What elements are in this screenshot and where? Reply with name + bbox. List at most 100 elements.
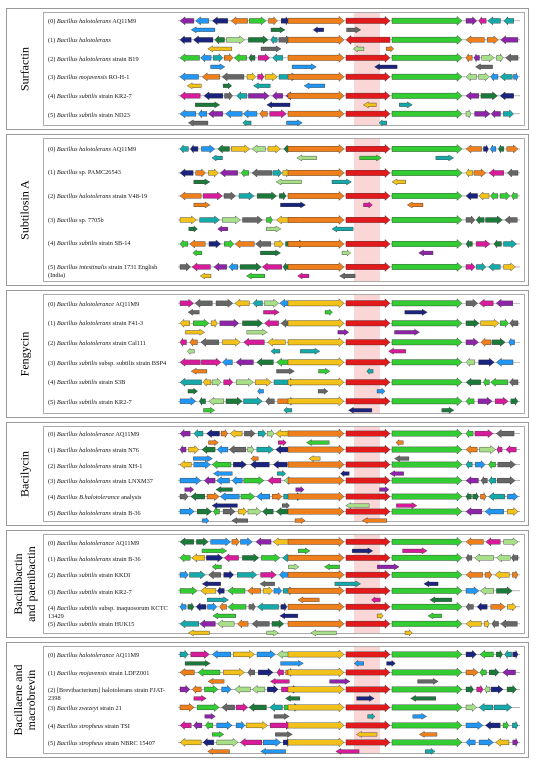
gene-arrow [189,570,206,579]
gene-arrow [465,191,478,201]
strain-index: (0) [48,300,57,308]
strain-genus: Bacillus halotolerans [56,145,111,153]
gene-arrow [257,428,267,439]
gene-arrow [391,90,463,101]
strain-label: (1) Bacillus halotolerans strain B-36 [48,556,176,564]
gene-arrow [266,101,291,108]
gene-arrow [391,444,463,455]
gene-arrow [418,730,438,738]
gene-arrow [220,491,240,501]
gene-arrow [179,491,189,501]
gene-cluster-track [178,298,520,316]
gene-arrow [208,570,221,579]
gene-arrow [259,580,275,587]
gene-arrow [512,738,519,747]
gene-arrow [235,357,254,367]
gene-arrow [221,685,232,695]
gene-arrow [265,397,275,407]
gene-arrow [216,738,239,748]
gene-arrow [179,738,202,748]
strain-label: (2) Bacillus halotolerans strain V48-19 [48,193,176,201]
gene-arrow [228,444,247,454]
gene-arrow [287,238,345,249]
gene-arrow [488,475,497,486]
gene-arrow [208,397,224,407]
gene-arrow [287,475,345,486]
panel-title: Subtilosin A [17,180,32,240]
gene-cluster-track [178,444,520,462]
gene-arrow [391,602,463,613]
gene-arrow [359,154,382,162]
strain-label: (5) Bacillus subtilis strain ND23 [48,112,176,120]
strain-detail: sp. PAMC26543 [77,169,121,177]
gene-arrow [245,720,268,730]
gene-arrow [263,308,280,316]
gene-cluster-track [178,317,520,336]
gene-arrow [441,407,455,414]
gene-arrow [272,168,283,178]
gene-arrow [476,262,487,272]
gene-arrow [465,586,480,596]
core-gene-arrow [345,262,391,273]
gene-arrow [391,428,463,439]
gene-arrow [275,178,302,185]
gene-arrow [185,328,206,336]
gene-arrow [243,476,265,485]
gene-arrow [179,191,202,201]
strain-detail: strain LNXM37 [110,478,153,486]
gene-arrow [287,536,345,547]
gene-cluster-track [178,684,520,703]
gene-arrow [274,239,284,249]
strain-index: (5) [48,111,57,119]
gene-arrow [179,16,195,26]
panel-title: Bacilycin [17,451,32,497]
strain-label: (1) Bacillus halotolerans strain N76 [48,447,176,455]
strain-detail: strain ND23 [97,111,130,119]
gene-arrow [346,26,362,34]
gene-arrow [219,318,240,328]
gene-arrow [502,667,516,677]
gene-arrow [391,71,463,82]
core-band [354,295,380,413]
gene-arrow [356,695,375,703]
gene-arrow [231,537,240,547]
gene-cluster-track [178,167,520,185]
gene-arrow [267,144,281,154]
strain-genus: Bacillus mojavensis [56,669,108,677]
gene-arrow [271,491,283,501]
gene-arrow [213,507,220,517]
gene-arrow [203,407,216,414]
gene-arrow [391,569,463,580]
gene-arrow [233,53,247,63]
gene-arrow [511,191,518,201]
strain-label: (5) Bacillus stropheus strain NBRC 15407 [48,740,176,748]
gene-arrow [246,328,268,336]
gene-arrow [391,15,463,26]
gene-arrow [247,507,262,517]
gene-cluster-track [178,53,520,71]
strain-genus: Bacillus subtilis [56,111,98,119]
gene-arrow [391,143,463,154]
gene-arrow [485,537,501,547]
gene-arrow [465,298,478,308]
gene-cluster-track [178,90,520,108]
strain-label: (4) Bacillus B.halotolerance analysis [48,494,176,502]
gene-arrow [214,35,225,44]
gene-arrow [506,144,519,154]
gene-arrow [490,144,497,154]
gene-arrow [250,460,270,470]
core-gene-arrow [345,143,391,154]
strain-index: (5) [48,740,57,748]
core-gene-arrow [345,667,391,678]
gene-arrow [238,507,248,517]
gene-arrow [490,377,509,387]
gene-arrow [478,191,490,201]
gene-arrow [199,396,206,407]
gene-arrow [361,517,387,525]
gene-arrow [496,357,514,367]
strain-label: (2) Bacillus halotolerans strain Cal111 [48,340,176,348]
strain-genus: Bacillus halotolerans [56,339,111,347]
gene-cluster-track [178,536,520,555]
gene-arrow [287,298,345,309]
strain-label: (3) Bacillus subtilis strain KR2-7 [48,589,176,597]
